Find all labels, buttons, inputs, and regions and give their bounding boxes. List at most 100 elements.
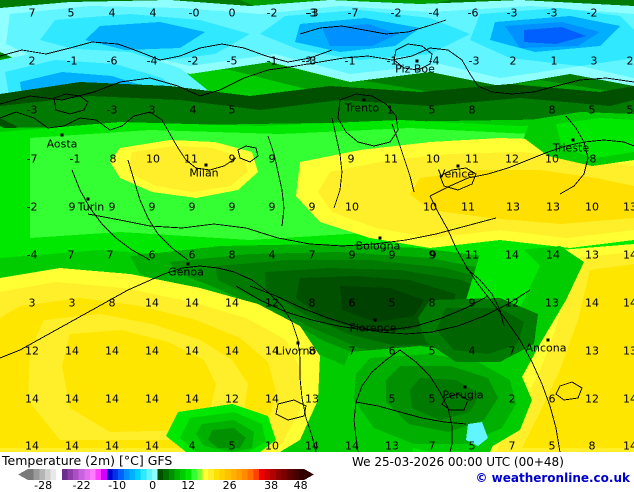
temperature-value: 13	[623, 344, 634, 358]
city-marker-dot	[373, 318, 377, 322]
colorbar-tick-label: -22	[72, 479, 91, 492]
city-label: Trieste	[552, 141, 590, 155]
temperature-value: 8	[308, 296, 316, 310]
colorbar-tick-label: 0	[149, 479, 157, 492]
temperature-value: 13	[585, 344, 599, 358]
temperature-value: 9	[188, 200, 196, 214]
temperature-value: 2	[508, 392, 516, 406]
temperature-value: 5	[428, 344, 436, 358]
temperature-value: 9	[308, 200, 316, 214]
temperature-value: 14	[185, 344, 199, 358]
map-footer: Temperature (2m) [°C] GFS -28 -22 -10 0 12 26…	[0, 452, 634, 492]
temperature-value: 7	[28, 6, 36, 20]
temperature-value: 10	[585, 200, 599, 214]
temperature-value: 3	[68, 296, 76, 310]
temperature-value: 8	[548, 103, 556, 117]
temperature-value: 0	[228, 6, 236, 20]
temperature-value: 10	[265, 439, 279, 453]
temperature-value: -0	[188, 6, 200, 20]
temperature-value: 14	[623, 248, 634, 262]
temperature-value: 9	[108, 200, 116, 214]
temperature-value: -4	[146, 54, 158, 68]
temperature-value: 13	[545, 296, 559, 310]
legend-title: Temperature (2m) [°C] GFS	[2, 453, 173, 468]
temperature-value: 9	[148, 200, 156, 214]
temperature-value: 10	[146, 152, 160, 166]
temperature-value: 7	[428, 439, 436, 453]
temperature-value: 5	[67, 6, 75, 20]
city-label: Livorno	[275, 344, 317, 358]
temperature-value: 8	[468, 103, 476, 117]
temperature-value: 14	[105, 392, 119, 406]
temperature-value: -3	[26, 103, 38, 117]
temperature-value: -2	[390, 6, 402, 20]
city-label: Genoa	[168, 265, 204, 279]
temperature-value: 14	[505, 248, 519, 262]
temperature-value: -3	[307, 6, 319, 20]
city-marker-dot	[60, 133, 64, 137]
temperature-value: 4	[468, 344, 476, 358]
temperature-value: 12	[225, 392, 239, 406]
temperature-value: 13	[506, 200, 520, 214]
temperature-value: 5	[428, 392, 436, 406]
temperature-value: 5	[468, 439, 476, 453]
temperature-value: 6	[348, 296, 356, 310]
temperature-value: 9	[428, 248, 436, 262]
temperature-value: 4	[149, 6, 157, 20]
temperature-value: 13	[623, 200, 634, 214]
temperature-value: 8	[308, 344, 316, 358]
colorbar-tick-label: -10	[108, 479, 127, 492]
city-marker-dot	[186, 262, 190, 266]
temperature-value: 14	[105, 344, 119, 358]
temperature-value: 5	[388, 296, 396, 310]
temperature-value: 14	[145, 392, 159, 406]
temperature-value: 4	[268, 248, 276, 262]
forecast-timestamp: We 25-03-2026 00:00 UTC (00+48)	[352, 455, 564, 469]
temperature-value: 14	[25, 392, 39, 406]
temperature-value: 7	[67, 248, 75, 262]
temperature-value: 2	[626, 54, 634, 68]
temperature-value: 8	[428, 296, 436, 310]
temperature-value: 9	[388, 248, 396, 262]
city-label: Turin	[77, 200, 105, 214]
temperature-value: 5	[626, 103, 634, 117]
colorbar-ticks: -28 -22 -10 0 12 26 38 48	[0, 479, 320, 492]
temperature-value: 5	[228, 103, 236, 117]
city-marker-dot	[463, 385, 467, 389]
temperature-value: 14	[345, 439, 359, 453]
temperature-value: -4	[428, 54, 440, 68]
temperature-value: 5	[428, 103, 436, 117]
temperature-value: 9	[268, 152, 276, 166]
temperature-value: 14	[623, 392, 634, 406]
temperature-value: 7	[348, 344, 356, 358]
city-label: Ancona	[525, 341, 567, 355]
temperature-value: 5	[588, 103, 596, 117]
temperature-value: -5	[226, 54, 238, 68]
temperature-value: -2	[586, 6, 598, 20]
city-marker-dot	[456, 164, 460, 168]
temperature-value: 14	[145, 296, 159, 310]
colorbar-tick-label: -28	[34, 479, 53, 492]
temperature-value: 5	[228, 439, 236, 453]
temperature-value: 8	[228, 248, 236, 262]
temperature-value: -3	[546, 6, 558, 20]
temperature-value: 14	[185, 392, 199, 406]
temperature-value: -1	[69, 152, 81, 166]
temperature-value: 14	[585, 296, 599, 310]
temperature-value: 2	[509, 54, 517, 68]
colorbar	[18, 469, 314, 480]
temperature-value: -6	[106, 54, 118, 68]
temperature-value: 14	[65, 344, 79, 358]
temperature-value: 3	[28, 296, 36, 310]
temperature-map[interactable]: 7 5 4 4 -0 0 -2 -3 -3 -7 -2 -4 -6 -3 -3 -2 2 -1 -6 -4 -2 -5 -1…	[0, 0, 634, 452]
temperature-value: 12	[585, 392, 599, 406]
temperature-value: -3	[468, 54, 480, 68]
temperature-value: 14	[305, 439, 319, 453]
temperature-value: 1	[386, 103, 394, 117]
temperature-value: -3	[305, 54, 317, 68]
city-marker-dot	[571, 138, 575, 142]
temperature-value: 6	[148, 248, 156, 262]
temperature-value: 6	[188, 248, 196, 262]
temperature-value: 4	[108, 6, 116, 20]
